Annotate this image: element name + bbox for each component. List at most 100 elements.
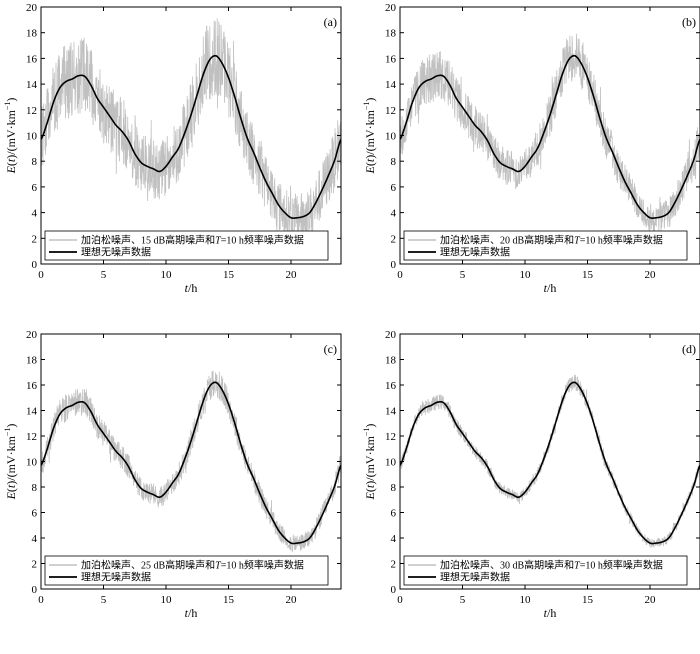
x-tick-label: 0 [397, 269, 403, 281]
y-axis-label: E(t)/(mV·km−1) [362, 424, 377, 501]
y-tick-label: 16 [385, 380, 397, 392]
ideal-series-line [400, 381, 700, 545]
y-tick-label: 10 [26, 457, 38, 469]
x-axis-label: t/h [185, 281, 198, 295]
y-tick-label: 6 [32, 508, 38, 520]
x-tick-label: 5 [101, 594, 107, 606]
y-tick-label: 4 [32, 533, 38, 545]
y-tick-label: 4 [391, 208, 397, 220]
panel-label: (a) [324, 15, 337, 29]
x-tick-label: 0 [397, 594, 403, 606]
y-tick-label: 12 [385, 431, 396, 443]
x-axis-label: t/h [544, 281, 557, 295]
noisy-series-line [41, 370, 341, 552]
chart-panel-3: 0 5 10 15 20 0 2 4 6 8 10 12 14 16 18 20 t/h E(t)/(mV·km−… [362, 329, 700, 620]
y-tick-label: 4 [32, 208, 38, 220]
y-tick-label: 8 [32, 156, 38, 168]
plot-frame [40, 333, 342, 590]
legend-label-noisy: 加泊松噪声、25 dB高期噪声和T=10 h频率噪声数据 [81, 559, 304, 572]
y-tick-label: 14 [385, 79, 397, 91]
x-tick-label: 20 [286, 269, 298, 281]
noisy-series-line [400, 374, 700, 548]
y-tick-label: 18 [26, 355, 38, 367]
x-tick-label: 10 [520, 594, 532, 606]
x-tick-label: 20 [286, 594, 298, 606]
y-tick-label: 18 [26, 28, 38, 40]
y-tick-label: 0 [32, 259, 38, 271]
ideal-series-line [400, 54, 700, 219]
y-tick-label: 12 [26, 431, 37, 443]
legend-label-ideal: 理想无噪声数据 [440, 246, 510, 259]
y-tick-label: 8 [391, 482, 397, 494]
panel-label: (d) [682, 342, 696, 356]
ideal-series-line [41, 381, 341, 545]
x-tick-label: 0 [38, 269, 44, 281]
y-tick-label: 10 [26, 131, 38, 143]
y-axis-label: E(t)/(mV·km−1) [3, 98, 18, 175]
panel-label: (b) [682, 15, 696, 29]
legend-label-noisy: 加泊松噪声、20 dB高期噪声和T=10 h频率噪声数据 [440, 234, 663, 247]
y-tick-label: 20 [385, 2, 397, 14]
y-tick-label: 6 [391, 508, 397, 520]
x-tick-label: 15 [582, 269, 594, 281]
plot-frame [399, 333, 700, 590]
legend-box [44, 230, 329, 261]
y-tick-label: 10 [385, 131, 397, 143]
y-tick-label: 8 [32, 482, 38, 494]
y-tick-label: 0 [391, 259, 397, 271]
y-tick-label: 12 [385, 105, 396, 117]
x-axis-label: t/h [185, 606, 198, 620]
y-tick-label: 18 [385, 28, 397, 40]
x-tick-label: 5 [460, 594, 466, 606]
x-tick-label: 20 [645, 269, 657, 281]
x-tick-label: 10 [520, 269, 532, 281]
y-tick-label: 2 [32, 559, 38, 571]
chart-panel-2: 0 5 10 15 20 0 2 4 6 8 10 12 14 16 18 20 t/h E(t)/(mV·km−… [3, 329, 342, 620]
x-tick-label: 0 [38, 594, 44, 606]
legend-label-ideal: 理想无噪声数据 [81, 246, 151, 259]
x-tick-label: 15 [223, 594, 235, 606]
y-tick-label: 20 [26, 329, 38, 341]
legend-box [403, 555, 688, 586]
y-tick-label: 16 [26, 380, 38, 392]
y-tick-label: 18 [385, 355, 397, 367]
y-tick-label: 0 [32, 584, 38, 596]
x-tick-label: 5 [101, 269, 107, 281]
panel-label: (c) [324, 342, 337, 356]
x-axis-label: t/h [544, 606, 557, 620]
y-tick-label: 6 [391, 182, 397, 194]
legend-label-noisy: 加泊松噪声、30 dB高期噪声和T=10 h频率噪声数据 [440, 559, 663, 572]
y-tick-label: 16 [26, 53, 38, 65]
x-tick-label: 10 [161, 269, 173, 281]
legend-label-ideal: 理想无噪声数据 [81, 571, 151, 584]
y-axis-label: E(t)/(mV·km−1) [362, 98, 377, 175]
chart-panel-0: 0 5 10 15 20 0 2 4 6 8 10 12 14 16 18 20 t/h E(t)/(mV·km−… [3, 2, 342, 295]
y-tick-label: 2 [391, 233, 397, 245]
y-tick-label: 14 [385, 406, 397, 418]
y-tick-label: 10 [385, 457, 397, 469]
y-tick-label: 2 [391, 559, 397, 571]
legend-label-noisy: 加泊松噪声、15 dB高期噪声和T=10 h频率噪声数据 [81, 234, 304, 247]
y-tick-label: 14 [26, 406, 38, 418]
y-tick-label: 20 [385, 329, 397, 341]
y-axis-label: E(t)/(mV·km−1) [3, 424, 18, 501]
x-tick-label: 10 [161, 594, 173, 606]
y-tick-label: 20 [26, 2, 38, 14]
noisy-series-line [41, 18, 341, 248]
x-tick-label: 15 [223, 269, 235, 281]
legend-box [403, 230, 688, 261]
y-tick-label: 6 [32, 182, 38, 194]
y-tick-label: 16 [385, 53, 397, 65]
chart-panel-1: 0 5 10 15 20 0 2 4 6 8 10 12 14 16 18 20 t/h E(t)/(mV·km−… [362, 2, 700, 295]
y-tick-label: 2 [32, 233, 38, 245]
legend-label-ideal: 理想无噪声数据 [440, 571, 510, 584]
noisy-series-line [400, 33, 700, 233]
y-tick-label: 12 [26, 105, 37, 117]
y-tick-label: 14 [26, 79, 38, 91]
x-tick-label: 20 [645, 594, 657, 606]
